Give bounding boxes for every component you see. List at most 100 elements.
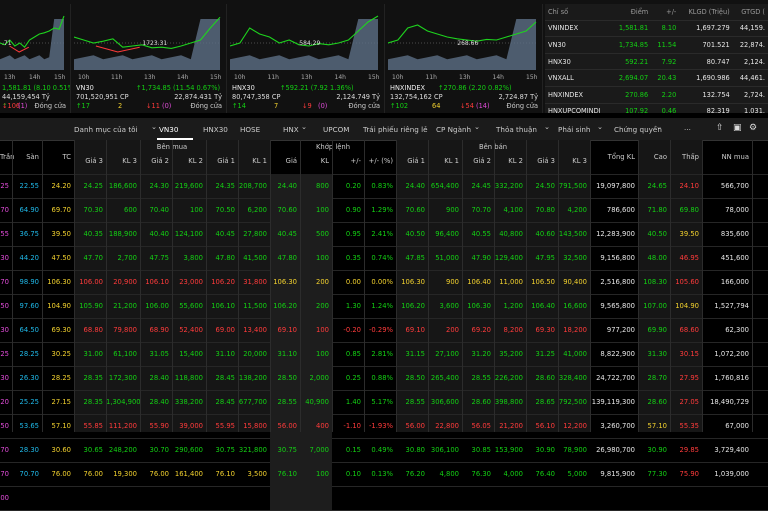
index-summary-table: Chỉ số Điểm +/- KLGD (Triệu) GTGD ( VNINDEX 1… — [545, 4, 768, 121]
cell-thap: 46.95 — [679, 254, 699, 262]
table-row[interactable]: 30 44.20 47.50 47.70 2,700 47.75 3,800 47.80 41,… — [0, 246, 768, 271]
column-header[interactable]: Giá 1 — [407, 157, 425, 165]
column-header[interactable]: Tổng KL — [607, 153, 635, 161]
cell-dp: 1.29% — [371, 206, 393, 214]
index-row[interactable]: HNX30 592.21 7.92 80.747 2,124. — [545, 53, 768, 71]
column-header[interactable]: +/- — [350, 157, 361, 165]
chevron-down-icon[interactable]: ⌄ — [151, 122, 158, 131]
column-header[interactable]: Sàn — [26, 153, 39, 161]
column-header[interactable]: Giá 3 — [537, 157, 555, 165]
mini-chart-4[interactable]: 268.66 10h 11h 13h 14h 15h HNXINDEX ↑270.86 (2.… — [388, 4, 543, 113]
table-row[interactable]: 00 — [0, 486, 768, 511]
cell-d: 0.20 — [345, 182, 361, 190]
table-row[interactable]: 50 53.65 57.10 55.85 111,200 55.90 39,000 55.95… — [0, 414, 768, 439]
column-header[interactable]: KL 2 — [508, 157, 523, 165]
mini-chart-3[interactable]: 584.29 10h 11h 13h 14h 15h HNX30 ↑592.21 (7.92 … — [230, 4, 385, 113]
cell-kl: 100 — [300, 318, 332, 342]
table-row[interactable]: 70 70.70 76.00 76.00 19,300 76.00 161,400 76.10… — [0, 462, 768, 487]
table-row[interactable]: 25 22.55 24.20 24.25 186,600 24.30 219,600 24.3… — [0, 174, 768, 199]
column-header[interactable]: Thấp — [682, 153, 699, 161]
column-header[interactable]: TC — [62, 153, 72, 161]
tab-3[interactable]: HNX30 — [203, 125, 228, 134]
tab-8[interactable]: CP Ngành — [436, 125, 472, 134]
cell-b3: 70.30 — [83, 206, 103, 214]
index-row[interactable]: VN30 1,734.85 11.54 701.521 22,874. — [545, 36, 768, 54]
tab-7[interactable]: Trái phiếu riêng lẻ — [363, 125, 428, 134]
table-row[interactable]: 70 64.90 69.70 70.30 600 70.40 100 70.50 6,200 70… — [0, 198, 768, 223]
tab-2[interactable]: VN30 — [159, 125, 179, 134]
column-header[interactable]: Giá 1 — [217, 157, 235, 165]
column-header[interactable]: KL 3 — [572, 157, 587, 165]
table-row[interactable]: 70 98.90 106.30 106.00 20,900 106.10 23,000 106… — [0, 270, 768, 295]
table-row[interactable]: 70 28.30 30.60 30.65 248,200 30.70 290,600 30.7… — [0, 438, 768, 463]
column-header[interactable]: Giá 2 — [473, 157, 491, 165]
tab-12[interactable]: ··· — [684, 125, 691, 134]
chevron-down-icon[interactable]: ⌄ — [597, 122, 604, 131]
tab-11[interactable]: Chứng quyền — [614, 125, 662, 134]
cell-bk1: 208,700 — [238, 182, 267, 190]
column-header[interactable]: KL 2 — [188, 157, 203, 165]
chevron-down-icon[interactable]: ⌄ — [656, 122, 663, 131]
cell-sk1: 4,800 — [439, 470, 459, 478]
cell-bk2: 290,600 — [174, 446, 203, 454]
cell-d: 0.00 — [345, 278, 361, 286]
index-row[interactable]: VNXALL 2,694.07 20.43 1,690.986 44,461. — [545, 69, 768, 87]
settings-icon[interactable]: ⚙ — [749, 123, 758, 133]
cell-sk2: 4,100 — [503, 206, 523, 214]
column-divider — [106, 140, 107, 432]
column-header[interactable]: Cao — [653, 153, 667, 161]
cell-tran: 30 — [0, 374, 9, 382]
chevron-down-icon[interactable]: ⌄ — [301, 122, 308, 131]
column-header[interactable]: NN mua — [721, 153, 749, 161]
chevron-down-icon[interactable]: ⌄ — [474, 122, 481, 131]
tab-4[interactable]: HOSE — [240, 125, 261, 134]
cell-sk3 — [558, 486, 590, 510]
column-header[interactable]: Trần — [0, 153, 15, 161]
cell-sk3: 16,600 — [563, 302, 587, 310]
chart-index-name[interactable]: HNXINDEX — [390, 84, 426, 92]
cell-s1: 30.80 — [405, 446, 425, 454]
table-row[interactable]: 20 25.25 27.15 28.35 1,304,900 28.40 338,200 28… — [0, 390, 768, 415]
cell-s1: 56.00 — [405, 422, 425, 430]
table-row[interactable]: 30 26.30 28.25 28.35 172,300 28.40 118,800 28.4… — [0, 366, 768, 391]
tab-1[interactable]: Danh mục của tôi — [74, 125, 138, 134]
cell-s3: 31.25 — [535, 350, 555, 358]
chart-index-name[interactable]: HNX30 — [232, 84, 255, 92]
cell-cao: 28.60 — [647, 398, 667, 406]
column-header[interactable]: Giá — [285, 157, 297, 165]
tab-5[interactable]: HNX — [283, 125, 299, 134]
time-tick: 13h — [144, 74, 156, 81]
cell-sk2 — [494, 486, 526, 510]
column-header[interactable]: KL — [320, 157, 329, 165]
cell-bk3: 600 — [124, 206, 137, 214]
column-header[interactable]: KL 1 — [444, 157, 459, 165]
column-header[interactable]: KL 1 — [252, 157, 267, 165]
index-row[interactable]: VNINDEX 1,581.81 8.10 1,697.279 44,159. — [545, 20, 768, 38]
cell-sk2: 4,000 — [503, 470, 523, 478]
export-excel-icon[interactable]: ▣ — [733, 123, 742, 133]
chevron-down-icon[interactable]: ⌄ — [544, 122, 551, 131]
mini-chart-2[interactable]: 1723.31 10h 11h 13h 14h 15h VN30 ↑1,734.85 (11.… — [74, 4, 227, 113]
index-col-header: GTGD ( — [732, 4, 768, 21]
column-header[interactable]: Giá 3 — [85, 157, 103, 165]
table-row[interactable]: 55 36.75 39.50 40.35 188,900 40.40 124,100 40.4… — [0, 222, 768, 247]
column-header[interactable]: KL 3 — [122, 157, 137, 165]
column-header[interactable]: +/- (%) — [368, 157, 393, 165]
table-row[interactable]: 25 28.25 30.25 31.00 61,100 31.05 15,400 31.10 2… — [0, 342, 768, 367]
tab-6[interactable]: UPCOM — [323, 125, 350, 134]
tab-9[interactable]: Thỏa thuận — [496, 125, 537, 134]
column-header[interactable]: Giá 2 — [151, 157, 169, 165]
upload-icon[interactable]: ⇧ — [716, 123, 724, 133]
table-row[interactable]: 30 64.50 69.30 68.80 79,800 68.90 52,400 69.00 1… — [0, 318, 768, 343]
tab-10[interactable]: Phái sinh — [558, 125, 591, 134]
chart-index-name[interactable]: VN30 — [76, 84, 94, 92]
cell-s2: 70.70 — [471, 206, 491, 214]
index-row[interactable]: HNXINDEX 270.86 2.20 132.754 2,724. — [545, 86, 768, 104]
chart-volume: 44,159,454 Tỷ — [2, 93, 50, 101]
cell-tc: 47.50 — [51, 254, 71, 262]
cell-p: 30.75 — [270, 438, 300, 462]
table-row[interactable]: 50 97.60 104.90 105.90 21,200 106.00 55,600 106… — [0, 294, 768, 319]
cell-bk3: 111,200 — [108, 422, 137, 430]
mini-chart-1[interactable]: .71 13h 14h 15h 1,581.81 (8.10 0.51%) 44,159,… — [0, 4, 71, 113]
column-divider — [364, 140, 365, 432]
